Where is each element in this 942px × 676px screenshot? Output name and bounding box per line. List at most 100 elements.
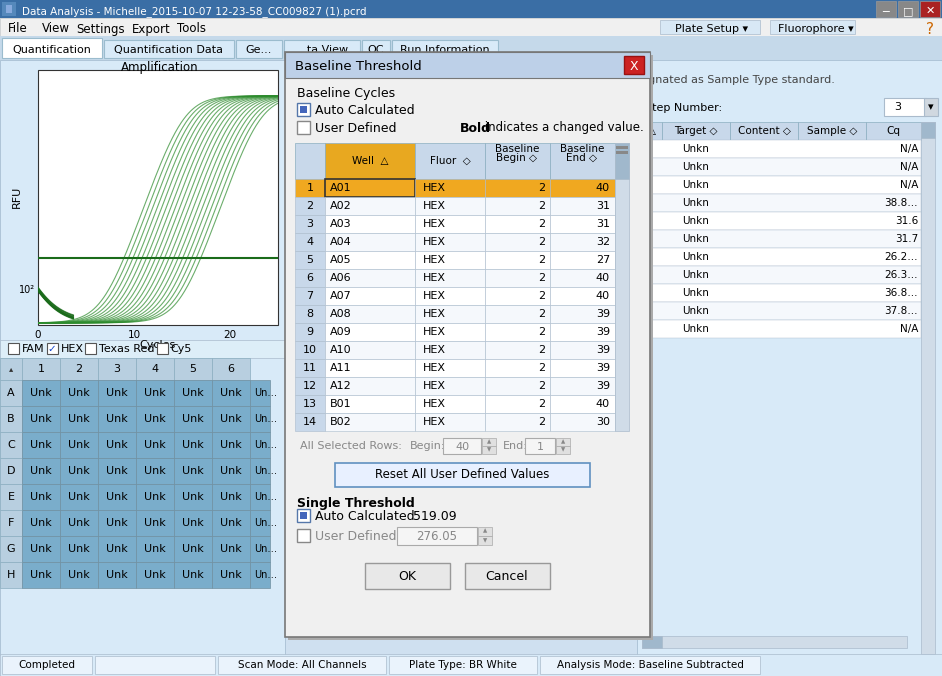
Bar [325, 305, 415, 323]
Text: Unk: Unk [30, 492, 52, 502]
Bar [325, 233, 415, 251]
Bar [0, 432, 22, 458]
Bar [443, 438, 481, 454]
Text: Un…: Un… [254, 466, 277, 476]
Text: Unk: Unk [68, 570, 89, 580]
Text: N/A: N/A [900, 162, 918, 172]
Bar [365, 563, 450, 589]
Bar [550, 413, 615, 431]
Text: Unk: Unk [144, 414, 166, 424]
Bar [156, 343, 168, 354]
Text: Unkn: Unkn [683, 288, 709, 298]
Text: HEX: HEX [423, 201, 446, 211]
Text: 4: 4 [152, 364, 158, 374]
Bar [415, 413, 485, 431]
Text: HEX: HEX [423, 237, 446, 247]
Bar [660, 20, 760, 34]
Bar [478, 527, 492, 536]
Text: Unk: Unk [106, 388, 128, 398]
Bar [98, 484, 136, 510]
Bar [415, 233, 485, 251]
Bar [415, 323, 485, 341]
Bar [642, 302, 921, 320]
Text: Cy5: Cy5 [171, 344, 192, 354]
Bar [136, 406, 174, 432]
Bar [485, 179, 550, 197]
Text: 2: 2 [538, 273, 545, 283]
Text: A01: A01 [330, 183, 351, 193]
Bar [136, 536, 174, 562]
Text: Data Analysis - Michelle_2015-10-07 12-23-58_CC009827 (1).pcrd: Data Analysis - Michelle_2015-10-07 12-2… [22, 7, 366, 18]
Text: QC: QC [367, 45, 384, 55]
Bar [22, 432, 60, 458]
Bar [485, 251, 550, 269]
Text: Unk: Unk [144, 518, 166, 528]
Bar [60, 484, 98, 510]
Bar [174, 484, 212, 510]
Text: Unkn: Unkn [683, 162, 709, 172]
Bar [642, 212, 921, 230]
Bar [98, 358, 136, 380]
Bar [295, 269, 325, 287]
Text: Baseline Threshold: Baseline Threshold [295, 59, 422, 72]
Bar [295, 377, 325, 395]
Bar [325, 341, 415, 359]
Text: 2: 2 [538, 255, 545, 265]
Text: Export: Export [132, 22, 171, 36]
Bar [295, 215, 325, 233]
Bar [485, 287, 550, 305]
Text: Sample ◇: Sample ◇ [806, 126, 857, 136]
Text: 31.6: 31.6 [895, 216, 918, 226]
Bar [0, 562, 22, 588]
Text: Scan Mode: All Channels: Scan Mode: All Channels [237, 660, 366, 670]
Bar [22, 562, 60, 588]
Bar [85, 343, 96, 354]
Text: 36.8…: 36.8… [885, 288, 918, 298]
Bar [485, 233, 550, 251]
Bar [0, 380, 22, 406]
Bar [550, 323, 615, 341]
Bar [2, 38, 102, 58]
Text: ▼: ▼ [487, 448, 491, 452]
Bar [22, 510, 60, 536]
Bar [136, 358, 174, 380]
Bar [174, 432, 212, 458]
Bar [662, 122, 730, 140]
Bar [485, 395, 550, 413]
Text: 2: 2 [538, 417, 545, 427]
Text: Unk: Unk [68, 466, 89, 476]
Bar [0, 458, 22, 484]
Text: 2: 2 [75, 364, 83, 374]
Bar [798, 122, 866, 140]
Bar [250, 380, 270, 406]
Bar [550, 143, 615, 179]
Text: 8: 8 [306, 309, 314, 319]
Bar [136, 432, 174, 458]
Bar [485, 143, 550, 179]
Bar [362, 40, 390, 58]
Bar [0, 536, 22, 562]
Text: Unkn: Unkn [683, 144, 709, 154]
Bar [415, 395, 485, 413]
Bar [0, 340, 285, 358]
Bar [415, 377, 485, 395]
Text: HEX: HEX [423, 255, 446, 265]
Text: 2: 2 [538, 183, 545, 193]
Text: Unk: Unk [144, 388, 166, 398]
Text: Unk: Unk [182, 466, 203, 476]
Bar [60, 358, 98, 380]
Text: Un…: Un… [254, 544, 277, 554]
Bar [485, 413, 550, 431]
Bar [136, 484, 174, 510]
Text: 276.05: 276.05 [416, 529, 458, 543]
Text: X: X [629, 59, 639, 72]
Bar [290, 435, 640, 457]
Bar [921, 122, 935, 138]
Text: Unk: Unk [68, 414, 89, 424]
Bar [389, 656, 537, 674]
Text: Unkn: Unkn [683, 216, 709, 226]
Bar [212, 536, 250, 562]
Text: Target ◇: Target ◇ [674, 126, 718, 136]
Bar [898, 1, 918, 17]
Text: HEX: HEX [423, 399, 446, 409]
